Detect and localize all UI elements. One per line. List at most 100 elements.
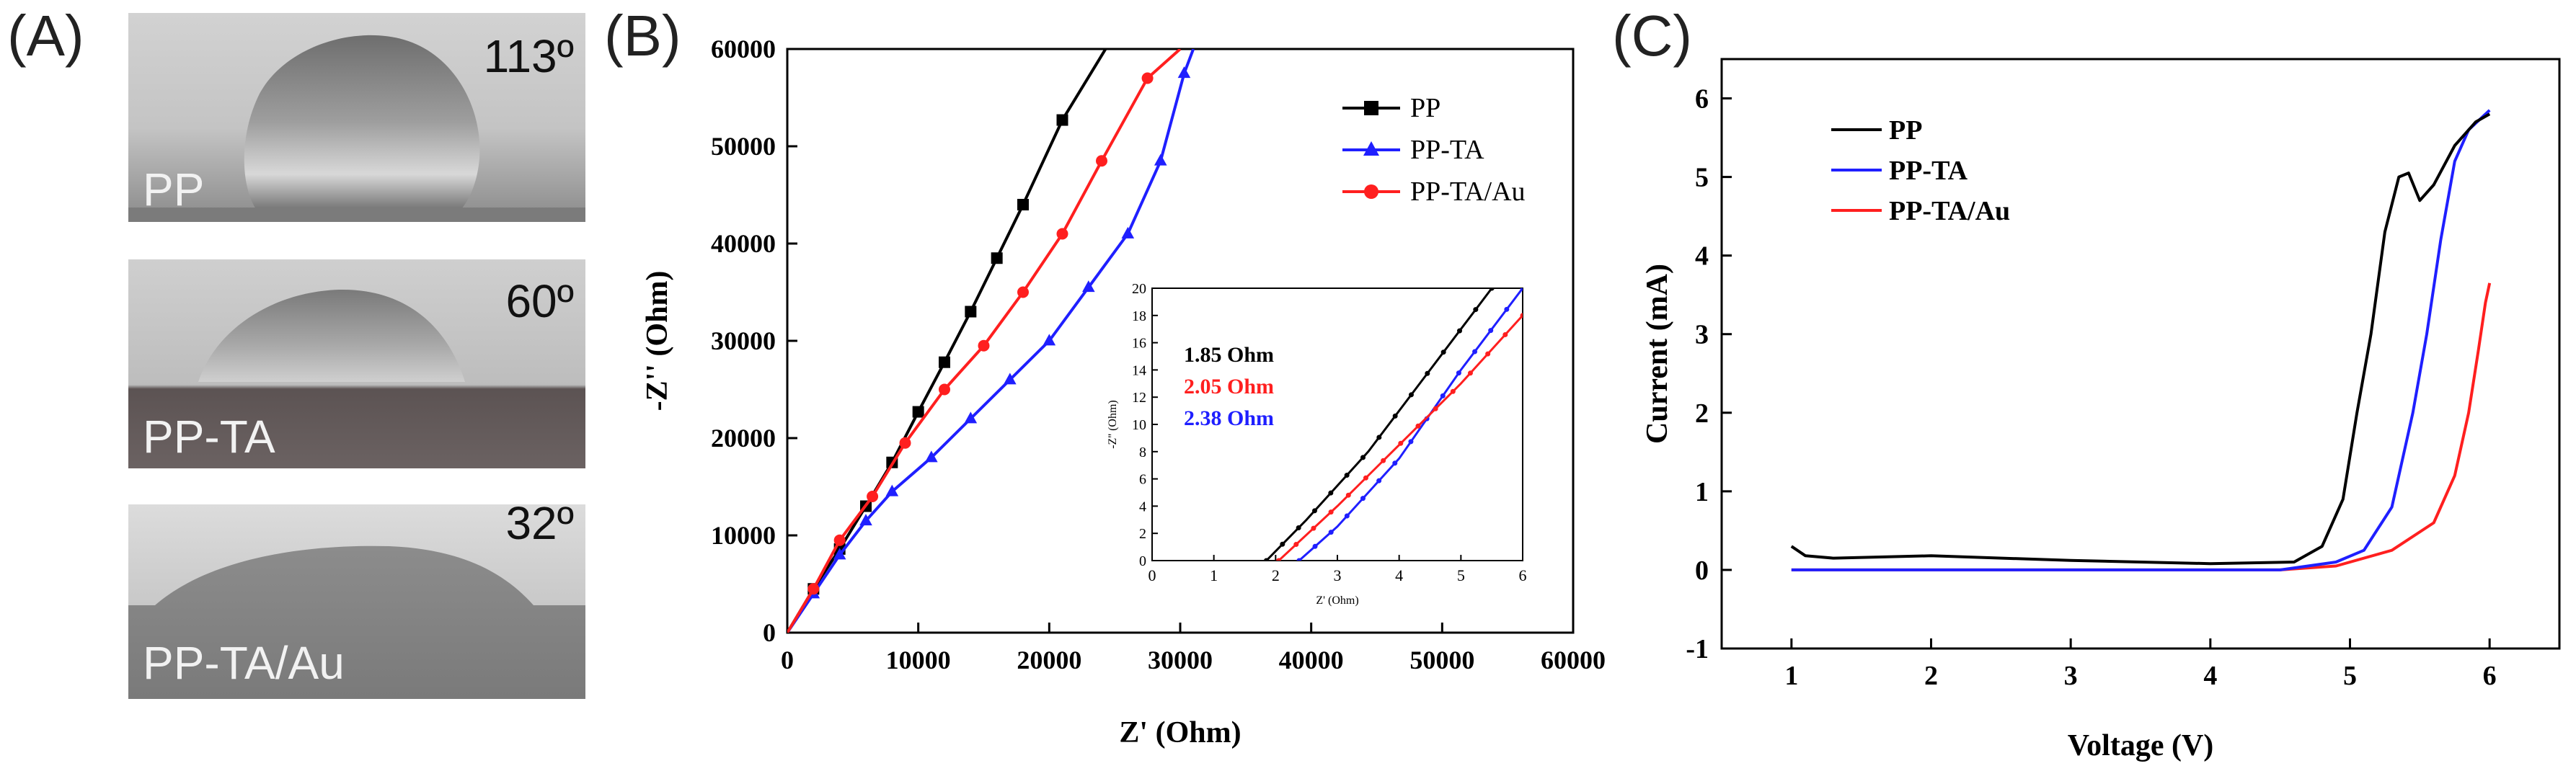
x-tick-label: 20000: [1017, 646, 1081, 674]
inset-data-point: [1415, 423, 1421, 429]
inset-series-line: [1265, 288, 1493, 561]
inset-data-point: [1381, 458, 1386, 463]
contact-angle-value: 113º: [484, 30, 574, 82]
x-tick-label: 5: [2343, 661, 2357, 691]
inset-data-point: [1263, 558, 1269, 561]
inset-data-point: [1363, 475, 1368, 481]
panel-label-c: (C): [1612, 4, 1693, 68]
inset-data-point: [1296, 525, 1301, 531]
y-tick-label: 20000: [711, 424, 776, 453]
data-point: [807, 583, 820, 595]
data-point: [1364, 184, 1378, 199]
contact-angle-photo-2: PP-TA 60º: [128, 259, 585, 468]
inset-data-point: [1360, 455, 1366, 460]
inset-data-point: [1398, 440, 1404, 446]
inset-x-tick-label: 1: [1210, 566, 1218, 584]
data-point: [925, 450, 938, 463]
inset-x-tick-label: 0: [1148, 566, 1156, 584]
inset-data-point: [1520, 288, 1523, 291]
inset-y-tick-label: 2: [1139, 526, 1146, 542]
inset-data-point: [1392, 460, 1398, 466]
y-tick-label: 6: [1695, 84, 1709, 115]
y-tick-label: 0: [763, 618, 776, 647]
panel-label-a: (A): [7, 4, 84, 68]
inset-data-point: [1504, 306, 1510, 312]
inset-data-point: [1293, 542, 1299, 548]
series-line: [1791, 282, 2492, 571]
inset-data-point: [1312, 543, 1318, 549]
inset-data-point: [1344, 473, 1350, 478]
x-tick-label: 2: [1924, 661, 1938, 691]
inset-data-point: [1440, 349, 1446, 355]
y-tick-label: 3: [1695, 320, 1709, 350]
legend-label: PP-TA/Au: [1889, 196, 2010, 226]
x-tick-label: 40000: [1279, 646, 1344, 674]
inset-data-point: [1345, 492, 1351, 498]
panel-label-b: (B): [604, 4, 681, 68]
legend-label: PP: [1889, 115, 1922, 146]
inset-data-point: [1489, 288, 1495, 291]
series-line: [1791, 109, 2491, 571]
data-point: [1082, 280, 1095, 293]
inset-y-tick-label: 0: [1139, 553, 1146, 569]
inset-data-point: [1392, 413, 1398, 419]
contact-angle-photo-3: PP-TA/Au 32º: [128, 497, 585, 699]
inset-data-point: [1328, 509, 1334, 515]
inset-data-point: [1376, 434, 1382, 440]
inset-data-point: [1520, 313, 1523, 318]
data-point: [1017, 199, 1029, 210]
inset-y-tick-label: 8: [1139, 445, 1146, 460]
inset-x-tick-label: 3: [1334, 566, 1342, 584]
inset-y-tick-label: 10: [1132, 417, 1146, 433]
inset-y-tick-label: 6: [1139, 472, 1146, 488]
contact-angle-photo-1: PP 113º: [128, 13, 585, 222]
y-tick-label: 5: [1695, 163, 1709, 193]
data-point: [1141, 72, 1154, 84]
photo-sample-label: PP: [143, 164, 204, 215]
inset-y-tick-label: 16: [1132, 336, 1146, 352]
inset-data-point: [1472, 349, 1478, 355]
inset-plot-area: [1263, 288, 1523, 561]
contact-angle-value: 60º: [505, 275, 574, 327]
inset-y-axis-title: -Z'' (Ohm): [1107, 400, 1119, 449]
data-point: [991, 252, 1003, 264]
water-droplet: [128, 545, 585, 699]
inset-y-tick-label: 18: [1132, 308, 1146, 324]
data-point: [912, 406, 924, 418]
inset-data-point: [1344, 513, 1350, 519]
data-point: [964, 411, 978, 424]
x-tick-label: 30000: [1148, 646, 1213, 674]
inset-y-tick-label: 20: [1132, 281, 1146, 297]
inset-x-tick-label: 5: [1457, 566, 1465, 584]
y-axis-title: Current (mA): [1641, 264, 1674, 444]
data-point: [1004, 373, 1017, 385]
inset-data-point: [1408, 392, 1414, 398]
inset-data-point: [1360, 496, 1366, 502]
data-point: [833, 534, 846, 546]
y-tick-label: 30000: [711, 326, 776, 355]
legend-label: PP-TA: [1410, 135, 1484, 165]
x-tick-label: 6: [2483, 661, 2497, 691]
data-point: [1177, 66, 1191, 79]
data-point: [1121, 226, 1135, 239]
chart-b: 0 10000 20000 30000 40000 50000 60000010000200…: [641, 35, 1606, 749]
inset-annotation: 2.05 Ohm: [1184, 375, 1274, 398]
inset-x-tick-label: 6: [1519, 566, 1527, 584]
data-point: [978, 339, 990, 352]
photo-sample-label: PP-TA: [143, 411, 275, 463]
legend-label: PP: [1410, 93, 1440, 123]
water-droplet: [198, 289, 465, 382]
data-point: [965, 306, 977, 318]
inset-data-point: [1276, 558, 1282, 561]
y-tick-label: 50000: [711, 132, 776, 161]
inset-data-point: [1425, 370, 1430, 376]
y-tick-label: 40000: [711, 229, 776, 258]
inset-data-point: [1456, 328, 1462, 334]
y-tick-label: 60000: [711, 35, 776, 63]
x-axis-title: Z' (Ohm): [1119, 716, 1241, 749]
data-point: [899, 437, 911, 449]
data-point: [1096, 155, 1107, 167]
inset-data-point: [1440, 393, 1446, 398]
